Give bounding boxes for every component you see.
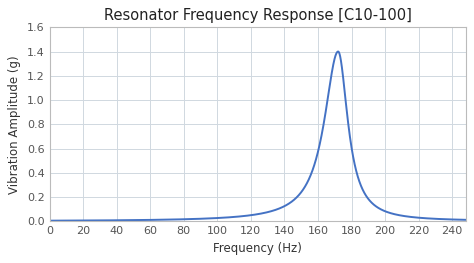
X-axis label: Frequency (Hz): Frequency (Hz) <box>213 242 302 255</box>
Y-axis label: Vibration Amplitude (g): Vibration Amplitude (g) <box>9 55 21 194</box>
Title: Resonator Frequency Response [C10-100]: Resonator Frequency Response [C10-100] <box>104 8 411 23</box>
